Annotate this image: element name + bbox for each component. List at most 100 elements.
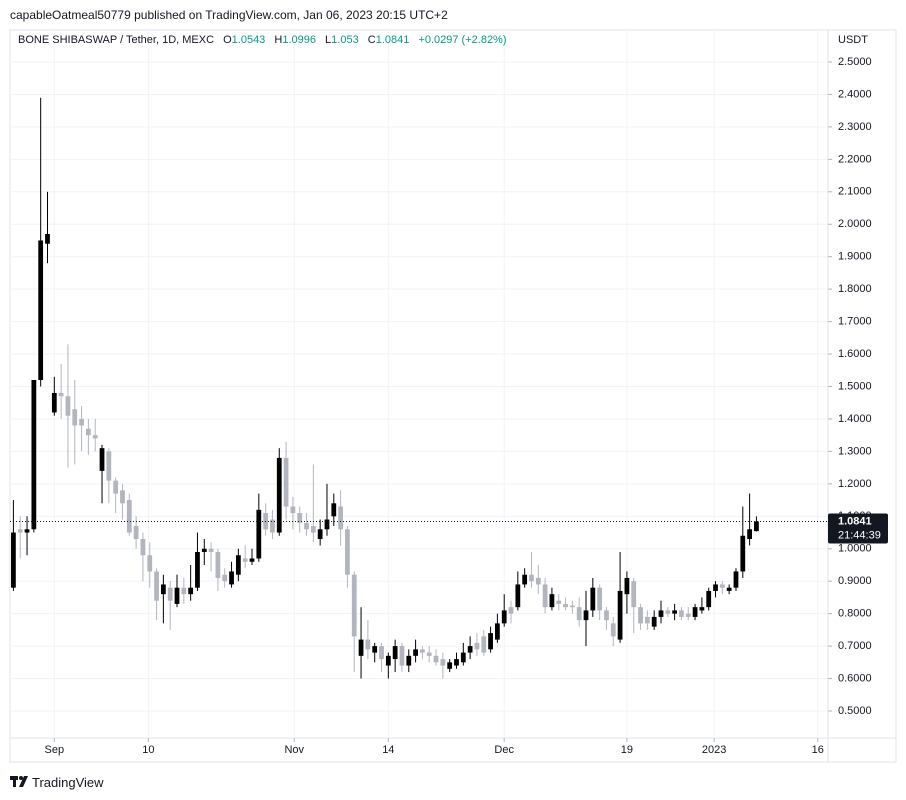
y-tick-label: 0.9000 — [838, 575, 872, 587]
candle-body — [529, 574, 534, 582]
y-tick-label: 1.5000 — [838, 380, 872, 392]
candle-body — [38, 240, 44, 381]
candle-body — [617, 590, 623, 640]
candle-body — [495, 623, 500, 640]
candle-body — [304, 522, 309, 530]
publisher-line: capableOatmeal50779 published on Trading… — [10, 8, 448, 22]
candle-body — [65, 396, 71, 416]
candle-body — [508, 607, 514, 614]
candle-body — [242, 558, 248, 562]
candle-body — [17, 529, 23, 533]
candle-body — [576, 607, 582, 621]
candle-body — [160, 584, 166, 595]
candle-body — [501, 610, 507, 624]
c-label: C — [367, 34, 376, 46]
candle-body — [140, 539, 146, 556]
candle-body — [733, 571, 739, 588]
candle-body — [454, 659, 459, 666]
x-tick-label: 19 — [621, 744, 633, 756]
candle-body — [515, 584, 521, 608]
candle-body — [174, 587, 180, 604]
o-value: 1.0543 — [231, 34, 266, 46]
candle-body — [331, 503, 337, 517]
candle-body — [351, 574, 357, 637]
h-value: 1.0996 — [282, 34, 316, 46]
candle-body — [740, 535, 746, 572]
candle-body — [658, 610, 664, 617]
y-tick-label: 1.0000 — [838, 543, 872, 555]
candle-body — [651, 616, 657, 627]
candle-body — [685, 613, 691, 617]
candle-body — [747, 529, 752, 540]
candle-body — [679, 610, 684, 617]
candle-body — [133, 526, 139, 540]
candle-body — [317, 529, 323, 540]
l-label: L — [325, 34, 332, 46]
candle-body — [624, 577, 630, 595]
y-tick-label: 1.6000 — [838, 348, 872, 360]
candle-body — [665, 610, 671, 614]
y-tick-label: 1.7000 — [838, 316, 872, 328]
candle-body — [692, 607, 698, 617]
chart-frame — [9, 29, 897, 763]
candle-body — [392, 646, 398, 660]
candle-body — [372, 646, 378, 653]
candle-body — [631, 581, 637, 608]
candle-body — [467, 646, 473, 653]
candle-body — [474, 642, 480, 650]
candle-body — [45, 233, 50, 244]
candle-body — [113, 480, 119, 494]
y-tick-label: 2.0000 — [838, 218, 872, 230]
brand: TradingView — [32, 775, 104, 790]
candle-body — [420, 649, 425, 653]
candle-body — [11, 532, 16, 588]
candle-body — [92, 435, 98, 439]
candle-body — [249, 558, 255, 562]
candle-body — [385, 655, 391, 666]
y-tick-label: 0.6000 — [838, 672, 872, 684]
candle-body — [208, 548, 214, 552]
candle-body — [345, 529, 350, 575]
axis-unit: USDT — [838, 34, 868, 46]
y-tick-label: 2.5000 — [838, 56, 872, 68]
x-tick-label: 16 — [812, 744, 824, 756]
candle-body — [569, 605, 575, 608]
candle-body — [713, 584, 718, 591]
candle-body — [563, 603, 568, 608]
candle-body — [726, 587, 732, 591]
candle-body — [440, 659, 446, 666]
candle-body — [672, 610, 678, 614]
candle-body — [283, 457, 289, 507]
candle-body — [58, 392, 64, 397]
h-label: H — [274, 34, 283, 46]
candle-body — [270, 519, 275, 533]
candle-body — [181, 587, 187, 595]
candle-body — [167, 587, 173, 601]
candle-body — [195, 551, 200, 588]
symbol: BONE SHIBASWAP / Tether, 1D, MEXC — [18, 34, 215, 46]
countdown-label: 21:44:39 — [838, 529, 881, 541]
candle-body — [126, 500, 132, 533]
candle-body — [406, 655, 412, 666]
candle-body — [290, 506, 296, 514]
candle-body — [51, 392, 57, 413]
x-tick-label: 10 — [142, 744, 154, 756]
candle-body — [324, 519, 330, 530]
candle-body — [310, 526, 316, 533]
candle-body — [79, 418, 84, 426]
symbol-legend: BONE SHIBASWAP / Tether, 1D, MEXC O1.054… — [18, 34, 507, 46]
o-label: O — [223, 34, 232, 46]
candle-body — [522, 574, 528, 585]
y-tick-label: 1.3000 — [838, 445, 872, 457]
candle-body — [556, 600, 562, 604]
candle-body — [535, 577, 541, 585]
c-value: 1.0841 — [375, 34, 410, 46]
y-tick-label: 1.8000 — [838, 283, 872, 295]
candle-body — [338, 506, 343, 530]
candle-body — [433, 655, 439, 663]
candle-body — [358, 639, 364, 656]
candle-body — [215, 551, 221, 578]
y-tick-label: 0.7000 — [838, 640, 872, 652]
